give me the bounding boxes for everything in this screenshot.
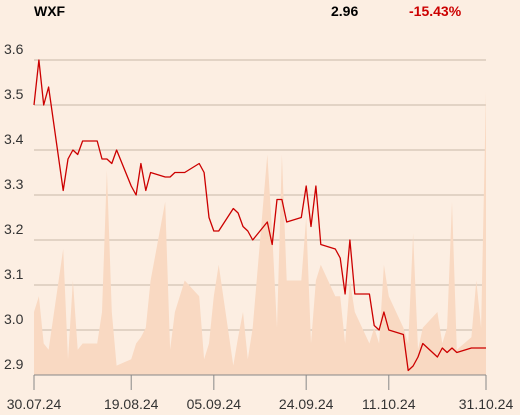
x-tick-label: 31.10.24: [459, 396, 514, 412]
y-tick-label: 3.2: [4, 221, 24, 237]
x-tick-label: 30.07.24: [7, 396, 62, 412]
price-line: [33, 59, 486, 372]
x-tick-label: 11.10.24: [362, 396, 416, 412]
y-tick-label: 3.6: [4, 41, 24, 57]
price-change: -15.43%: [409, 3, 462, 19]
y-tick-label: 3.5: [4, 86, 24, 102]
x-tick-label: 19.08.24: [104, 396, 159, 412]
ticker-symbol: WXF: [34, 3, 66, 19]
y-tick-label: 2.9: [4, 356, 24, 372]
x-tick-label: 05.09.24: [187, 396, 242, 412]
y-tick-label: 3.4: [4, 131, 24, 147]
volume-area-shape: [34, 91, 486, 375]
y-tick-label: 3.1: [4, 266, 24, 282]
axes: 2.9 3.0 3.1 3.2 3.3 3.4 3.5 3.6 30.07.24 19.08.24…: [4, 41, 513, 412]
x-tick-label: 24.09.24: [279, 396, 334, 412]
price-series: [33, 59, 486, 372]
y-tick-label: 3.0: [4, 311, 24, 327]
volume-area: [34, 91, 486, 375]
last-price: 2.96: [331, 3, 359, 19]
y-tick-label: 3.3: [4, 176, 24, 192]
